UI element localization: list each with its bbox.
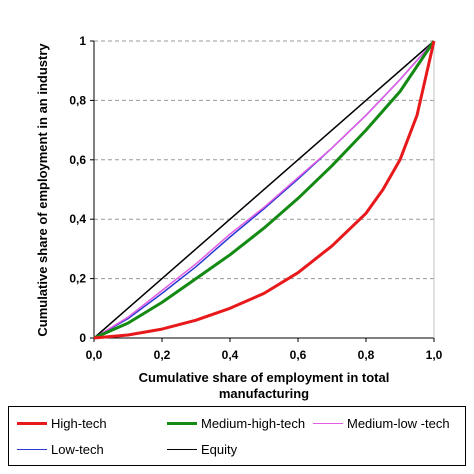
legend-swatch-low-tech xyxy=(17,448,47,450)
series-line-medium-high-tech xyxy=(93,40,436,340)
y-tick-label-1: 0,2 xyxy=(69,272,86,286)
x-axis-label-line-2: manufacturing xyxy=(219,386,309,401)
legend-label-equity: Equity xyxy=(201,441,238,457)
legend-label-high-tech: High-tech xyxy=(51,415,107,431)
legend-item-high-tech: High-tech xyxy=(17,415,107,431)
legend-item-medium-low-tech: Medium-low -tech xyxy=(313,415,450,431)
y-tick-label-2: 0,4 xyxy=(69,212,86,226)
legend-label-low-tech: Low-tech xyxy=(51,441,104,457)
axes xyxy=(90,40,435,342)
x-tick-label-3: 0,6 xyxy=(290,348,307,362)
x-tick-label-5: 1,0 xyxy=(426,348,443,362)
series-line-high-tech xyxy=(93,40,436,340)
y-tick-labels: 0 0,2 0,4 0,6 0,8 1 xyxy=(69,34,86,345)
x-tick-label-1: 0,2 xyxy=(154,348,171,362)
y-tick-label-0: 0 xyxy=(79,331,86,345)
x-tick-label-0: 0,0 xyxy=(86,348,103,362)
y-tick-label-3: 0,6 xyxy=(69,153,86,167)
legend-item-equity: Equity xyxy=(167,441,237,457)
y-tick-label-4: 0,8 xyxy=(69,93,86,107)
legend: High-tech Medium-high-tech Medium-low -t… xyxy=(8,406,466,466)
y-tick-label-5: 1 xyxy=(79,34,86,48)
series-lines xyxy=(93,40,436,340)
line-chart-svg: 0,0 0,2 0,4 0,6 0,8 1,0 0 0,2 0,4 0,6 0,8 1 Cumula… xyxy=(35,34,443,401)
x-tick-label-4: 0,8 xyxy=(358,348,375,362)
gridlines xyxy=(94,40,434,280)
legend-label-medium-high-tech: Medium-high-tech xyxy=(201,415,306,431)
x-tick-labels: 0,0 0,2 0,4 0,6 0,8 1,0 xyxy=(86,348,443,362)
legend-label-medium-low-tech: Medium-low -tech xyxy=(347,415,450,431)
legend-swatch-medium-high-tech xyxy=(167,421,197,425)
legend-swatch-medium-low-tech xyxy=(313,422,343,424)
legend-item-medium-high-tech: Medium-high-tech xyxy=(167,415,305,431)
legend-swatch-high-tech xyxy=(17,421,47,425)
x-tick-label-2: 0,4 xyxy=(222,348,239,362)
series-line-medium-low-tech xyxy=(93,40,435,339)
series-line-equity xyxy=(93,40,435,339)
legend-item-low-tech: Low-tech xyxy=(17,441,104,457)
x-axis-label-line-1: Cumulative share of employment in total xyxy=(139,370,390,385)
y-axis-label: Cumulative share of employment in an ind… xyxy=(35,43,50,337)
legend-swatch-equity xyxy=(167,448,197,450)
